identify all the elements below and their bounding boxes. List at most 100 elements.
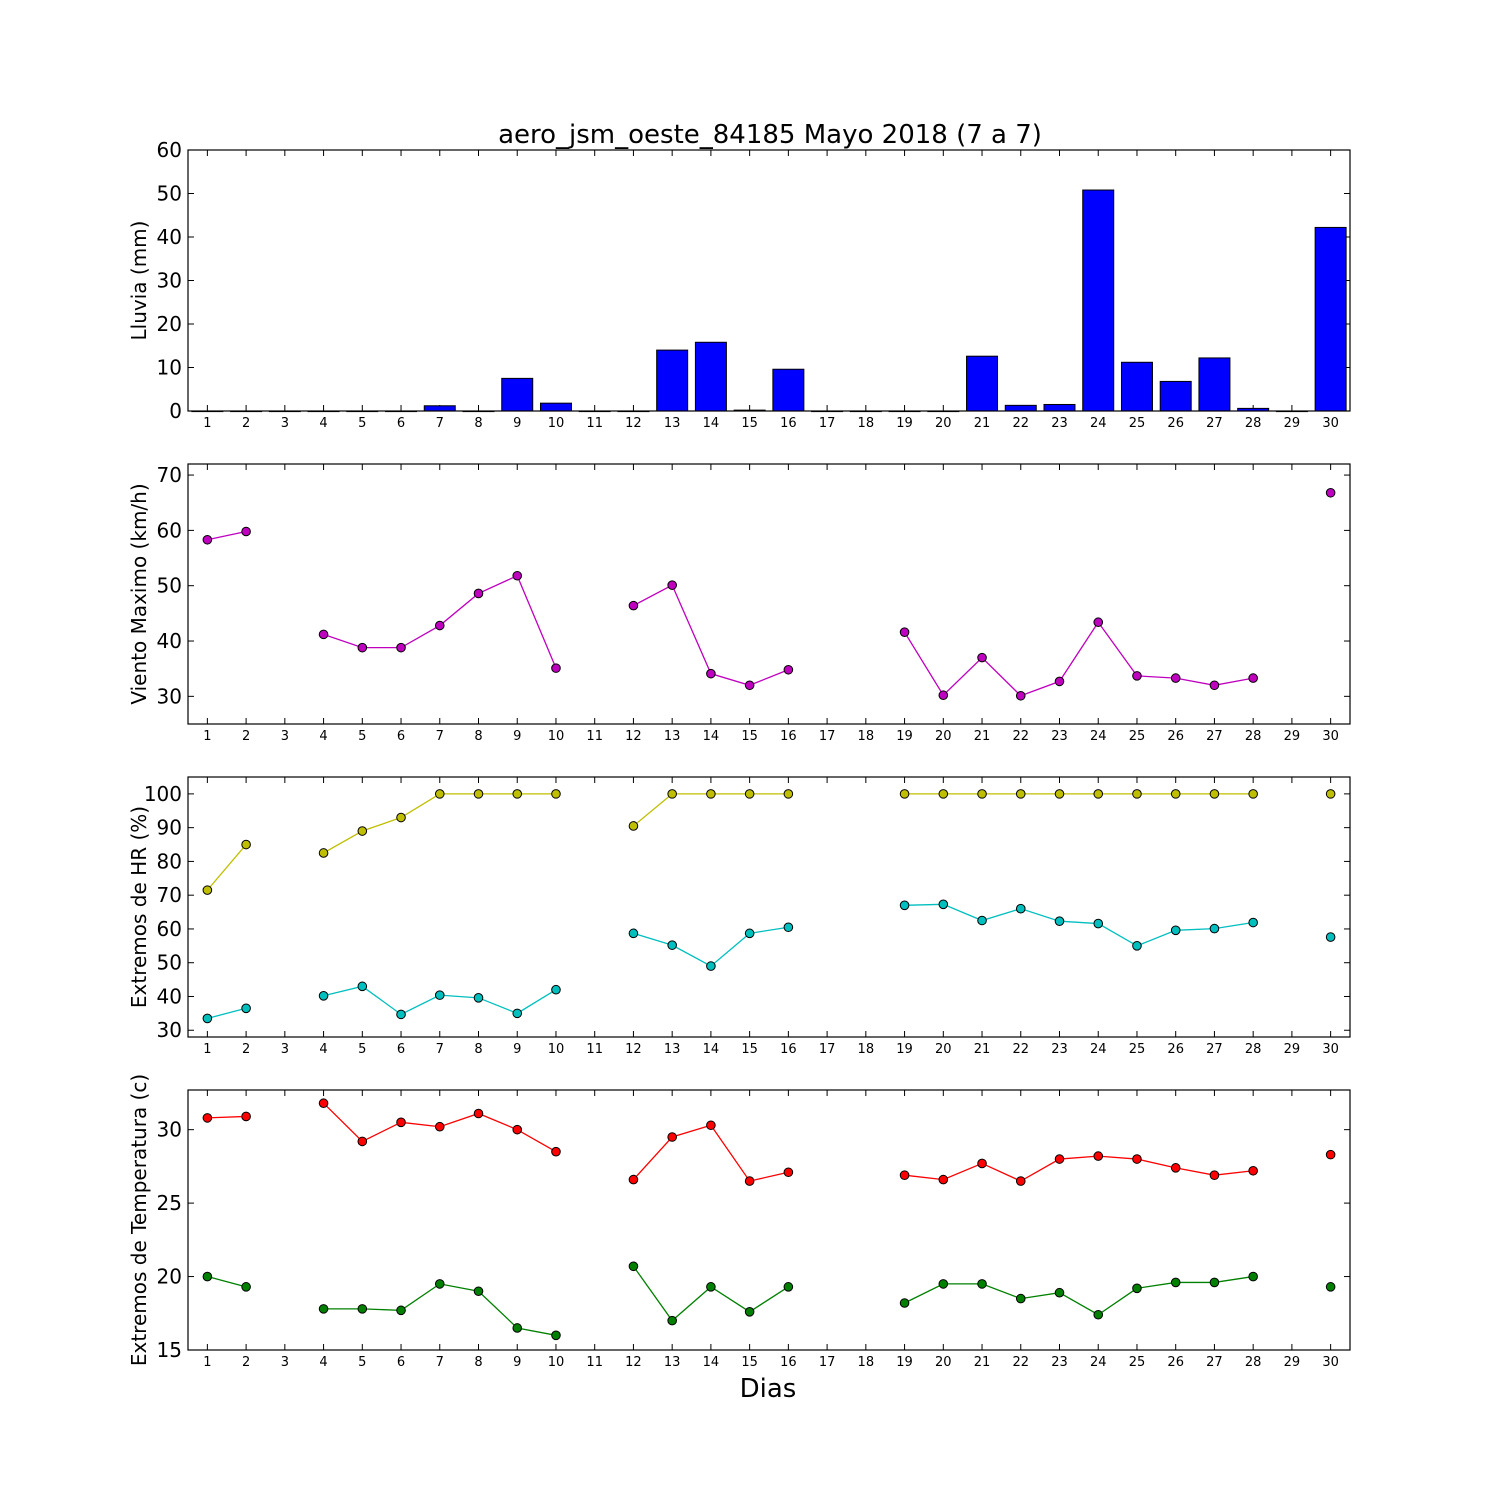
x-tick-label: 29 [1284,1042,1301,1057]
series-line [207,530,247,541]
x-tick-label: 8 [474,1042,482,1057]
data-point [434,789,445,799]
y-tick-label: 20 [157,1265,182,1289]
x-tick-label: 25 [1129,416,1146,431]
x-tick-label: 15 [741,416,758,431]
x-tick-label: 24 [1090,1042,1107,1057]
data-point [783,1167,794,1178]
data-point [318,991,329,1001]
axes-frame [187,149,1351,412]
x-tick-label: 6 [397,729,405,744]
data-point [1248,673,1258,683]
data-point [628,821,639,831]
data-point [551,1146,561,1157]
x-tick-label: 7 [436,416,444,431]
data-point [551,1330,561,1341]
x-tick-label: 29 [1284,1355,1301,1370]
series-line [207,1275,247,1288]
data-point [1015,1293,1026,1304]
y-tick-label: 20 [157,312,182,336]
data-point [202,1113,213,1123]
y-axis-label: Extremos de HR (%) [127,806,151,1008]
bar [539,402,572,412]
x-tick-label: 11 [586,1355,603,1370]
data-point [202,885,213,895]
x-tick-label: 14 [703,1042,720,1057]
x-tick-label: 11 [586,416,603,431]
x-tick-label: 8 [474,1355,482,1370]
data-point [667,1315,677,1326]
x-tick-label: 2 [242,1042,250,1057]
y-tick-label: 40 [157,984,182,1008]
x-tick-label: 18 [858,1355,875,1370]
x-tick-label: 14 [703,1355,720,1370]
data-point [628,1174,639,1185]
x-tick-label: 17 [819,1042,836,1057]
data-point [434,990,445,1000]
x-tick-label: 2 [242,416,250,431]
x-tick-label: 4 [319,1042,327,1057]
x-tick-label: 10 [548,1355,565,1370]
data-point [1093,789,1104,799]
x-tick-label: 15 [741,729,758,744]
data-point [1054,1154,1065,1164]
data-point [1248,1165,1258,1176]
x-tick-label: 20 [935,729,952,744]
data-point [434,1279,445,1289]
x-tick-label: 6 [397,416,405,431]
x-tick-label: 5 [358,1042,366,1057]
data-point [899,789,910,799]
x-tick-label: 19 [896,1042,913,1057]
x-tick-label: 29 [1284,729,1301,744]
x-tick-label: 17 [819,729,836,744]
x-tick-label: 18 [858,729,875,744]
data-point [783,789,794,799]
x-tick-label: 11 [586,1042,603,1057]
data-point [938,690,949,701]
x-tick-label: 7 [436,1355,444,1370]
y-tick-label: 30 [157,269,182,293]
data-point [667,940,677,950]
data-point [357,1304,368,1314]
x-tick-label: 28 [1245,1355,1262,1370]
data-point [1170,673,1181,683]
y-tick-label: 30 [157,1118,182,1142]
x-axis-label: Dias [740,1374,797,1404]
bar [1004,404,1037,412]
bar [694,341,727,412]
data-point [396,1009,406,1020]
x-tick-label: 7 [436,729,444,744]
series-line [207,1007,247,1020]
x-tick-label: 12 [625,1355,642,1370]
data-point [899,900,910,911]
data-point [357,826,368,836]
y-tick-label: 70 [157,883,182,907]
x-tick-label: 15 [741,1042,758,1057]
axes-frame [187,776,1351,1038]
data-point [1132,1154,1142,1164]
bar [966,355,999,412]
data-point [1209,789,1220,799]
data-point [473,789,484,799]
x-tick-label: 4 [319,729,327,744]
data-point [706,1282,716,1292]
x-tick-label: 13 [664,1042,681,1057]
x-tick-label: 14 [703,729,720,744]
data-point [1209,1277,1220,1288]
x-tick-label: 25 [1129,1355,1146,1370]
y-axis-label: Extremos de Temperatura (c) [127,1074,151,1366]
data-point [744,928,755,939]
x-tick-label: 24 [1090,416,1107,431]
x-tick-label: 23 [1051,1042,1068,1057]
bar [1314,226,1347,412]
x-tick-label: 23 [1051,729,1068,744]
bar [772,368,805,412]
bar [1198,357,1231,412]
x-tick-label: 26 [1167,416,1184,431]
x-tick-label: 16 [780,1355,797,1370]
y-tick-label: 40 [157,225,182,249]
data-point [1015,903,1026,914]
